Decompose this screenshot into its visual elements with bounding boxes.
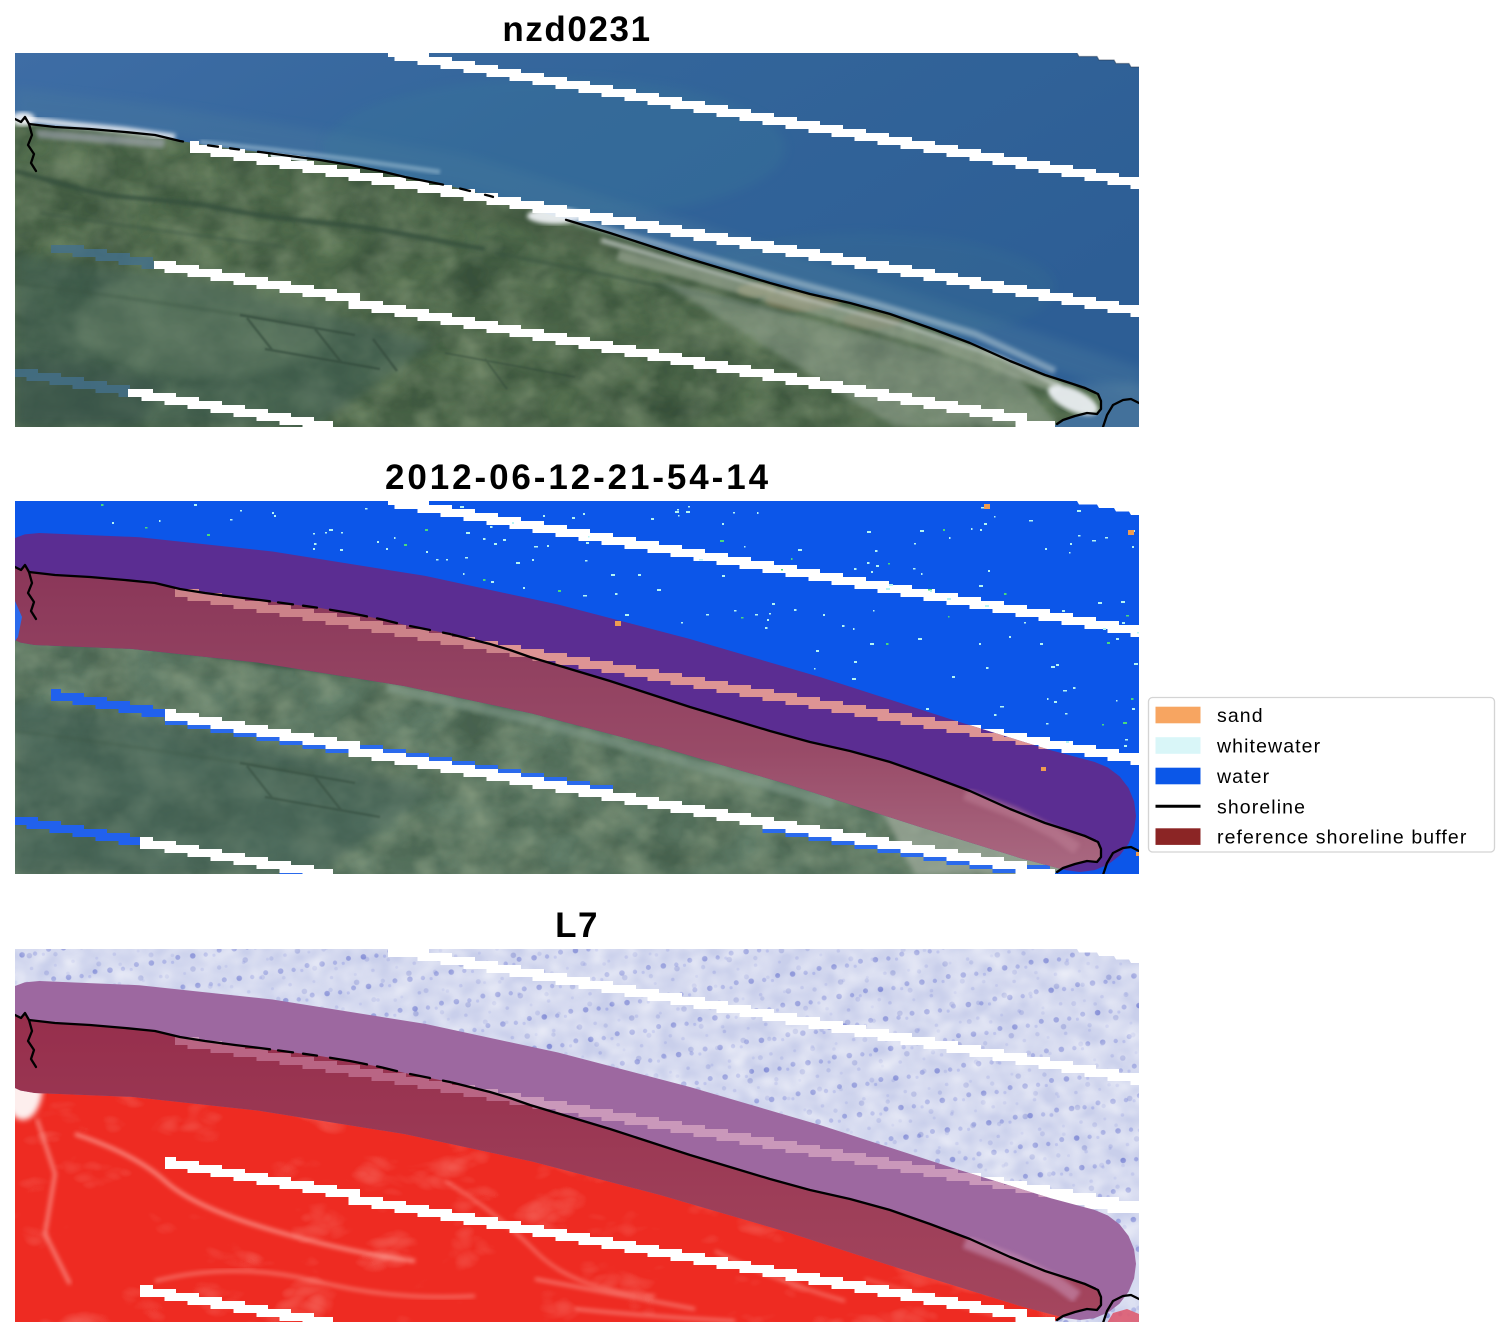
svg-text:L7: L7 bbox=[555, 906, 599, 945]
svg-text:sand: sand bbox=[1217, 705, 1264, 727]
svg-text:shoreline: shoreline bbox=[1217, 796, 1306, 818]
svg-text:2012-06-12-21-54-14: 2012-06-12-21-54-14 bbox=[385, 458, 771, 497]
svg-text:reference shoreline buffer: reference shoreline buffer bbox=[1217, 827, 1467, 849]
svg-text:nzd0231: nzd0231 bbox=[502, 10, 651, 49]
svg-text:water: water bbox=[1216, 766, 1270, 788]
svg-text:whitewater: whitewater bbox=[1216, 736, 1321, 758]
